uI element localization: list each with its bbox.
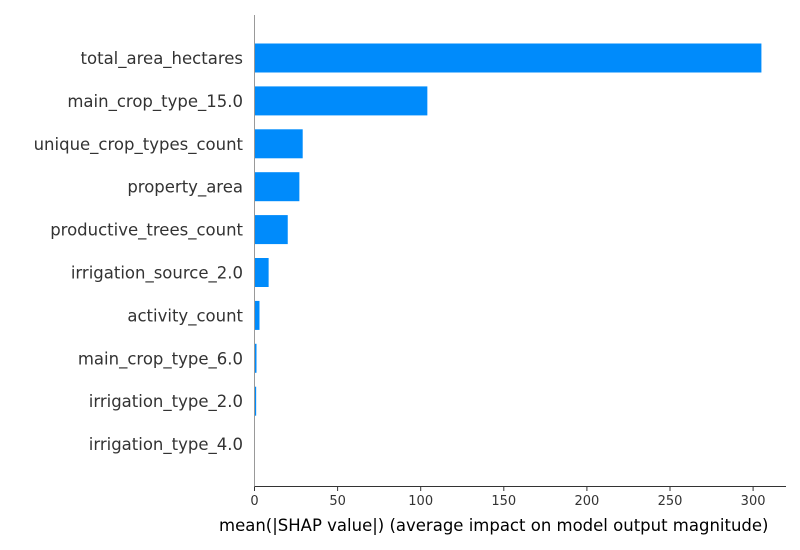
category-label: main_crop_type_6.0 [78,349,243,369]
bar-main_crop_type_6.0 [254,343,257,373]
category-label: property_area [127,178,243,198]
category-label: total_area_hectares [81,49,243,69]
x-ticks-group: 0 50 100 150 200 250 300 [250,486,766,509]
x-tick-label: 50 [329,494,346,509]
x-tick-label: 250 [658,494,683,509]
bar-total_area_hectares [254,43,762,73]
category-label: irrigation_source_2.0 [71,264,243,284]
category-labels: total_area_hectares main_crop_type_15.0un… [34,49,244,455]
bar-productive_trees_count [254,215,288,245]
bar-main_crop_type_15.0 [254,86,428,116]
category-label: main_crop_type_15.0 [67,92,243,112]
bar-irrigation_source_2.0 [254,258,269,287]
x-tick-label: 200 [574,494,599,509]
x-tick-label: 300 [741,494,766,509]
category-label: activity_count [127,306,243,326]
category-label: irrigation_type_2.0 [89,392,243,412]
category-label: unique_crop_types_count [34,135,244,155]
bar-unique_crop_types_count [254,129,303,159]
category-label: productive_trees_count [50,221,243,241]
bars-group [254,43,762,416]
x-axis-title: mean(|SHAP value|) (average impact on mo… [219,516,769,535]
x-tick-label: 0 [250,494,258,509]
bar-irrigation_type_2.0 [254,386,257,416]
x-tick-label: 150 [491,494,516,509]
bar-property_area [254,172,300,202]
x-tick-label: 100 [408,494,433,509]
bar-activity_count [254,300,260,330]
category-label: irrigation_type_4.0 [89,435,243,455]
